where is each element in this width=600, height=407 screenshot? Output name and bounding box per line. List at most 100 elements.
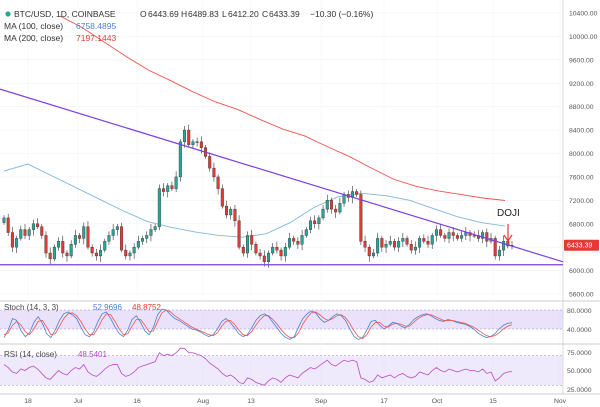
candle-body[interactable] bbox=[418, 238, 422, 248]
candle-body[interactable] bbox=[233, 208, 237, 222]
candle-body[interactable] bbox=[300, 235, 304, 245]
candle-body[interactable] bbox=[187, 129, 191, 145]
candle-body[interactable] bbox=[413, 246, 417, 251]
candle-body[interactable] bbox=[338, 203, 342, 213]
candle-body[interactable] bbox=[367, 246, 371, 257]
candle-body[interactable] bbox=[195, 141, 199, 143]
candle-body[interactable] bbox=[128, 252, 132, 257]
candle-body[interactable] bbox=[132, 246, 136, 254]
right-price-axis[interactable] bbox=[563, 0, 600, 407]
candle-body[interactable] bbox=[36, 223, 40, 227]
candle-body[interactable] bbox=[384, 244, 388, 248]
candle-body[interactable] bbox=[250, 235, 254, 245]
candle-body[interactable] bbox=[308, 220, 312, 230]
candle-body[interactable] bbox=[73, 235, 77, 245]
candle-body[interactable] bbox=[124, 249, 128, 257]
candle-body[interactable] bbox=[153, 226, 157, 230]
candle-body[interactable] bbox=[447, 232, 451, 239]
candle-body[interactable] bbox=[115, 226, 119, 230]
candle-body[interactable] bbox=[57, 241, 61, 248]
doji-arrow-icon[interactable] bbox=[503, 224, 513, 243]
candle-body[interactable] bbox=[136, 241, 140, 248]
candle-body[interactable] bbox=[199, 141, 203, 148]
candle-body[interactable] bbox=[241, 246, 245, 254]
candle-body[interactable] bbox=[359, 194, 363, 242]
candle-body[interactable] bbox=[90, 246, 94, 254]
candle-body[interactable] bbox=[426, 241, 430, 245]
candle-body[interactable] bbox=[397, 241, 401, 248]
candle-body[interactable] bbox=[120, 226, 124, 251]
candle-body[interactable] bbox=[212, 167, 216, 178]
candle-body[interactable] bbox=[472, 235, 476, 237]
candle-body[interactable] bbox=[317, 217, 321, 224]
candle-body[interactable] bbox=[380, 238, 384, 248]
candle-body[interactable] bbox=[485, 232, 489, 242]
candle-body[interactable] bbox=[82, 226, 86, 239]
candle-body[interactable] bbox=[166, 185, 170, 192]
candle-body[interactable] bbox=[271, 246, 275, 254]
candle-body[interactable] bbox=[23, 229, 27, 236]
candle-body[interactable] bbox=[15, 238, 19, 248]
candle-body[interactable] bbox=[48, 252, 52, 260]
ma100-legend-label[interactable]: MA (100, close) bbox=[4, 21, 63, 31]
candle-body[interactable] bbox=[439, 229, 443, 236]
rsi-label[interactable]: RSI (14, close) bbox=[4, 350, 57, 359]
doji-annotation[interactable]: DOJI bbox=[497, 208, 520, 219]
candle-body[interactable] bbox=[262, 255, 266, 263]
candle-body[interactable] bbox=[481, 232, 485, 239]
candle-body[interactable] bbox=[157, 188, 161, 227]
candle-body[interactable] bbox=[392, 241, 396, 248]
candle-body[interactable] bbox=[174, 176, 178, 189]
candle-body[interactable] bbox=[141, 238, 145, 242]
candle-body[interactable] bbox=[296, 241, 300, 245]
trend-drawings[interactable] bbox=[0, 88, 564, 266]
candle-body[interactable] bbox=[246, 235, 249, 254]
candle-body[interactable] bbox=[258, 252, 262, 257]
candle-body[interactable] bbox=[254, 244, 258, 254]
candle-body[interactable] bbox=[497, 249, 501, 257]
candle-body[interactable] bbox=[78, 235, 82, 239]
candle-body[interactable] bbox=[94, 252, 98, 257]
candle-body[interactable] bbox=[27, 229, 31, 236]
candle-body[interactable] bbox=[220, 188, 224, 207]
candle-body[interactable] bbox=[313, 220, 317, 224]
candle-body[interactable] bbox=[329, 200, 333, 210]
candle-body[interactable] bbox=[430, 235, 434, 245]
candle-body[interactable] bbox=[292, 238, 296, 242]
descending-trendline[interactable] bbox=[0, 88, 564, 263]
candle-body[interactable] bbox=[371, 252, 375, 257]
rsi-pane[interactable] bbox=[0, 347, 563, 386]
candle-body[interactable] bbox=[434, 229, 438, 236]
candle-body[interactable] bbox=[342, 194, 346, 204]
candle-body[interactable] bbox=[279, 249, 283, 257]
candle-body[interactable] bbox=[325, 200, 329, 210]
candle-body[interactable] bbox=[208, 156, 212, 169]
candle-body[interactable] bbox=[178, 141, 182, 178]
candle-body[interactable] bbox=[145, 235, 149, 239]
chart-legend[interactable]: BTC/USD, 1D, COINBASE O 6443.69 H 6489.8… bbox=[4, 9, 373, 43]
candle-body[interactable] bbox=[376, 238, 380, 254]
candle-body[interactable] bbox=[460, 235, 464, 239]
candle-body[interactable] bbox=[229, 208, 233, 216]
candle-body[interactable] bbox=[162, 188, 166, 192]
candle-body[interactable] bbox=[225, 205, 229, 216]
symbol-title[interactable]: BTC/USD, 1D, COINBASE bbox=[14, 9, 116, 19]
candle-body[interactable] bbox=[443, 235, 447, 239]
candle-body[interactable] bbox=[401, 238, 405, 242]
candle-body[interactable] bbox=[52, 246, 56, 260]
candle-body[interactable] bbox=[103, 241, 107, 251]
candle-body[interactable] bbox=[355, 191, 359, 195]
candle-body[interactable] bbox=[283, 246, 287, 257]
ma200-legend-label[interactable]: MA (200, close) bbox=[4, 33, 63, 43]
candle-body[interactable] bbox=[287, 238, 291, 248]
candle-body[interactable] bbox=[237, 220, 241, 248]
candle-body[interactable] bbox=[388, 241, 392, 245]
candle-body[interactable] bbox=[44, 235, 48, 254]
candle-body[interactable] bbox=[31, 223, 35, 230]
candle-body[interactable] bbox=[19, 229, 23, 239]
candle-body[interactable] bbox=[191, 141, 195, 145]
candle-body[interactable] bbox=[10, 232, 14, 248]
candle-body[interactable] bbox=[107, 235, 111, 242]
candle-body[interactable] bbox=[149, 229, 153, 236]
